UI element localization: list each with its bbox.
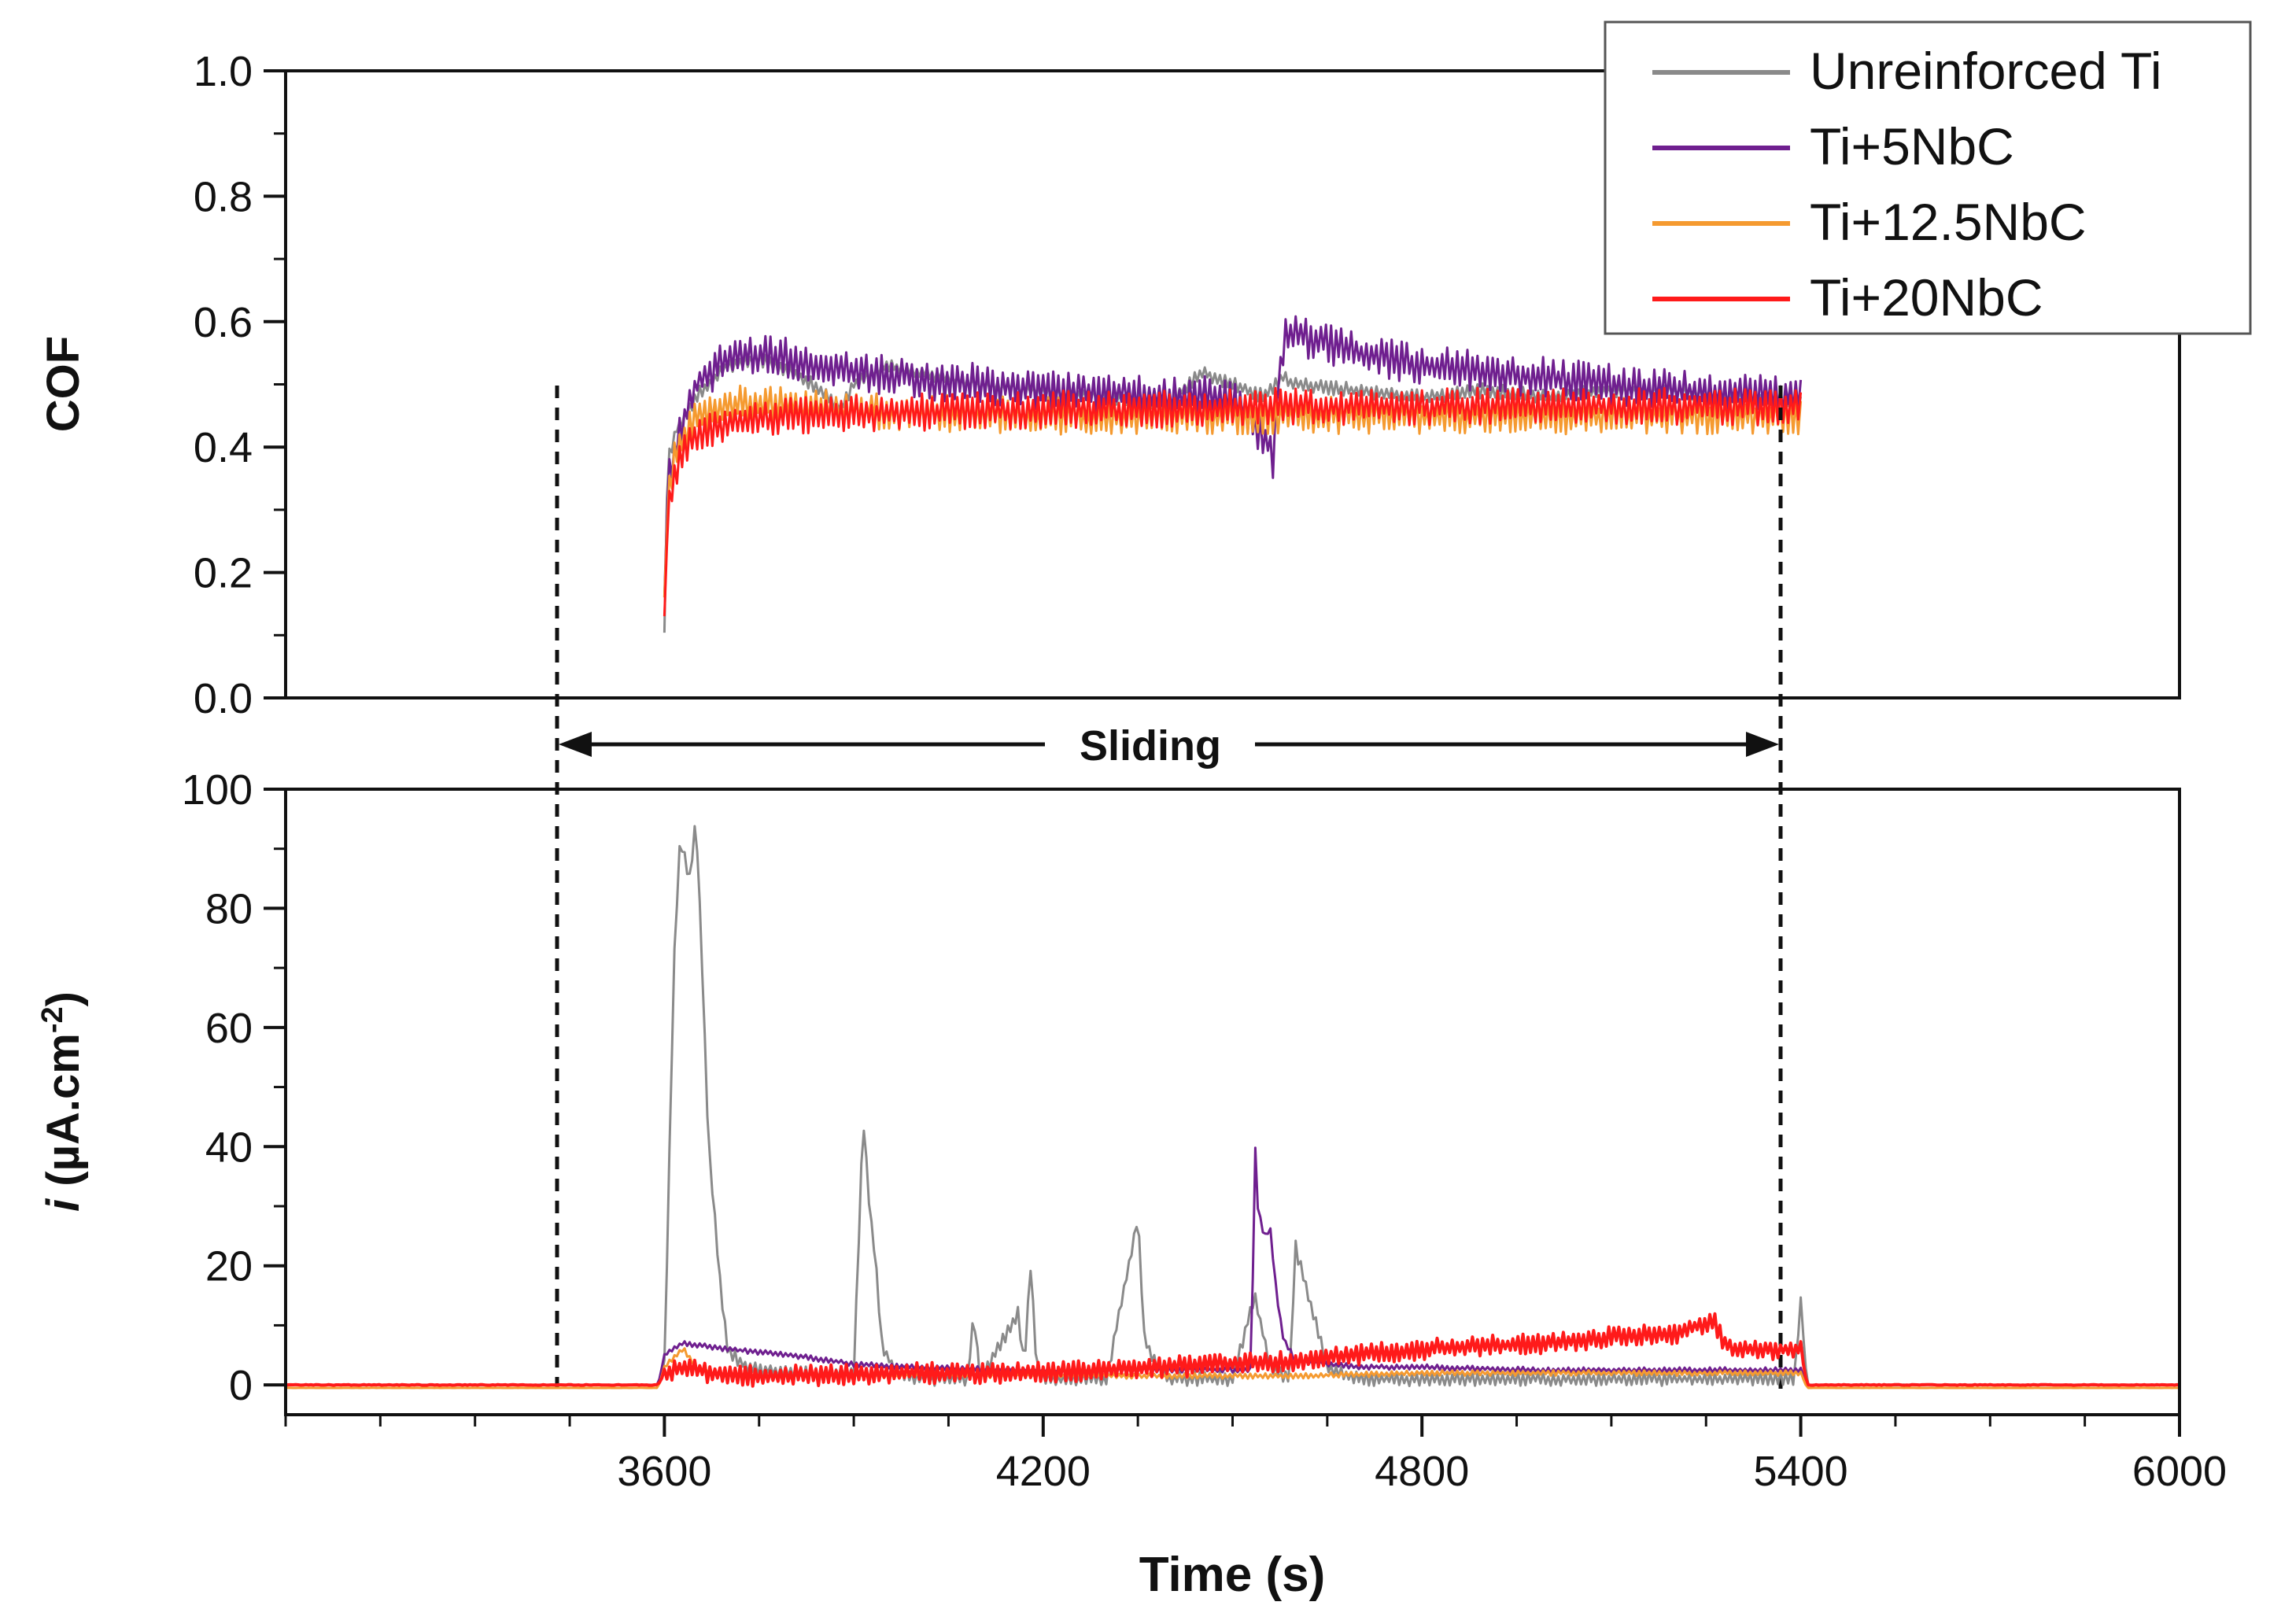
legend-label-unreinforced-ti: Unreinforced Ti bbox=[1810, 42, 2162, 100]
bottom-y-tick-label: 80 bbox=[205, 885, 253, 932]
bottom-y-axis: 0 20 40 60 80 100 bbox=[182, 766, 286, 1409]
top-panel: 0.0 0.2 0.4 0.6 0.8 1.0 COF Unreinforced Ti T… bbox=[38, 20, 2252, 722]
top-y-tick-label: 1.0 bbox=[194, 48, 253, 95]
x-tick-label: 4200 bbox=[996, 1448, 1091, 1495]
x-axis-label: Time (s) bbox=[1139, 1548, 1326, 1602]
sliding-label: Sliding bbox=[1080, 722, 1221, 770]
top-series-ti-20nbc bbox=[663, 386, 1803, 617]
sliding-arrowhead-left bbox=[559, 732, 592, 757]
top-series-ti-5nbc bbox=[663, 315, 1803, 597]
bottom-y-tick-label: 100 bbox=[182, 766, 253, 814]
x-tick-label: 4800 bbox=[1375, 1448, 1469, 1495]
legend-label-ti-20nbc: Ti+20NbC bbox=[1810, 268, 2043, 327]
top-y-tick-label: 0.2 bbox=[194, 550, 253, 597]
legend-label-ti-5nbc: Ti+5NbC bbox=[1810, 117, 2014, 175]
top-y-tick-label: 0.0 bbox=[194, 675, 253, 722]
x-tick-label: 6000 bbox=[2132, 1448, 2227, 1495]
legend-label-ti-12-5nbc: Ti+12.5NbC bbox=[1810, 193, 2087, 251]
bottom-x-axis: 3600 4200 4800 5400 6000 bbox=[284, 1415, 2227, 1495]
top-series-group bbox=[663, 315, 1803, 633]
x-tick-label: 3600 bbox=[617, 1448, 711, 1495]
bottom-series-unreinforced-ti bbox=[285, 825, 2180, 1387]
bottom-series-ti-12-5nbc bbox=[285, 1347, 2180, 1390]
bottom-y-tick-label: 20 bbox=[205, 1243, 253, 1290]
bottom-y-axis-label-italic: i bbox=[38, 1198, 89, 1212]
top-y-tick-label: 0.8 bbox=[194, 173, 253, 220]
bottom-plot-frame bbox=[284, 788, 2181, 1416]
bottom-y-tick-label: 60 bbox=[205, 1005, 253, 1052]
bottom-y-axis-label-close: ) bbox=[38, 991, 89, 1006]
sliding-arrowhead-right bbox=[1746, 732, 1779, 757]
bottom-y-tick-label: 0 bbox=[229, 1362, 253, 1409]
bottom-y-tick-label: 40 bbox=[205, 1124, 253, 1171]
bottom-y-axis-label-unit: (µA.cm bbox=[38, 1033, 89, 1199]
bottom-series-group bbox=[285, 825, 2180, 1390]
bottom-y-axis-label: i (µA.cm-2) bbox=[36, 991, 89, 1212]
top-y-tick-label: 0.4 bbox=[194, 424, 253, 471]
bottom-y-axis-label-sup: -2 bbox=[36, 1006, 69, 1033]
bottom-panel: 0 20 40 60 80 100 3600 4200 4800 5400 6000 i (µA.… bbox=[36, 766, 2227, 1602]
bottom-series-ti-20nbc bbox=[285, 1312, 2180, 1388]
top-y-axis-label: COF bbox=[38, 336, 89, 432]
top-y-axis: 0.0 0.2 0.4 0.6 0.8 1.0 bbox=[194, 48, 286, 722]
x-tick-label: 5400 bbox=[1754, 1448, 1848, 1495]
top-y-tick-label: 0.6 bbox=[194, 299, 253, 346]
bottom-series-ti-5nbc bbox=[285, 1146, 2180, 1386]
legend: Unreinforced Ti Ti+5NbC Ti+12.5NbC Ti+20… bbox=[1604, 20, 2252, 335]
sliding-annotation: Sliding bbox=[555, 386, 1783, 1389]
